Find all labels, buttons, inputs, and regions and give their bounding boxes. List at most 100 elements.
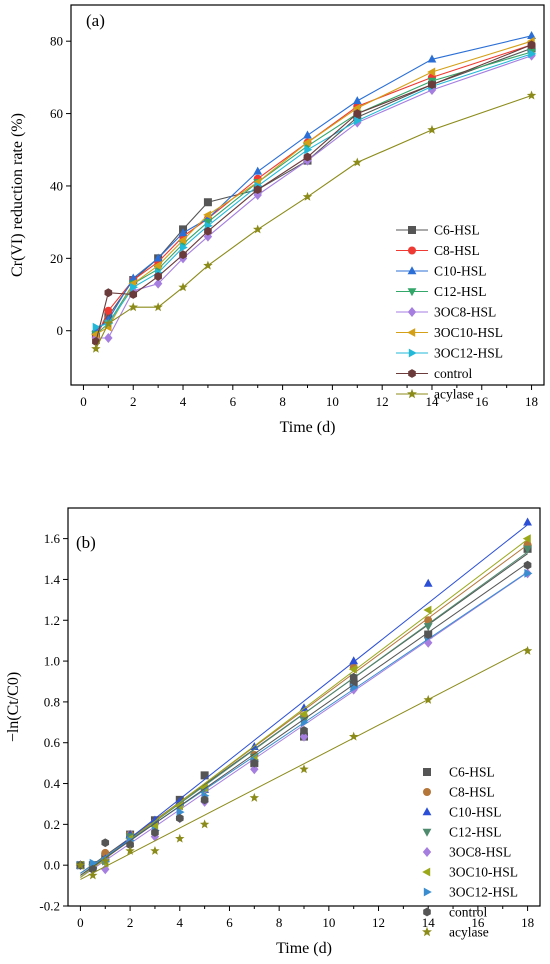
- legend-marker: [408, 348, 417, 358]
- y-tick-label: 1.0: [44, 654, 60, 669]
- x-tick-label: 2: [130, 394, 137, 409]
- data-point: [153, 278, 163, 289]
- data-point: [75, 860, 86, 870]
- data-point: [203, 218, 213, 227]
- data-point: [349, 656, 359, 665]
- y-tick-label: 0.8: [44, 694, 60, 709]
- data-point: [299, 731, 309, 742]
- legend-label: C6-HSL: [449, 765, 495, 780]
- data-point: [154, 272, 162, 281]
- data-point: [250, 758, 259, 768]
- y-tick-label: 80: [50, 34, 63, 49]
- data-point: [304, 145, 313, 155]
- data-point: [427, 54, 437, 63]
- x-tick-label: 18: [525, 394, 538, 409]
- legend-label: control: [449, 905, 487, 920]
- panel-label: (a): [86, 11, 105, 30]
- data-point: [250, 764, 259, 775]
- series-control: [76, 560, 532, 876]
- data-point: [423, 623, 433, 632]
- y-tick-label: 1.4: [44, 572, 61, 587]
- legend-item: C12-HSL: [396, 284, 487, 299]
- data-point: [427, 124, 437, 134]
- legend-marker: [407, 328, 416, 337]
- data-point: [200, 771, 209, 780]
- data-point: [524, 568, 533, 578]
- data-point: [522, 645, 533, 655]
- data-point: [203, 210, 212, 220]
- data-point: [91, 343, 101, 353]
- legend-marker: [422, 926, 432, 937]
- y-tick-label: 0.4: [44, 776, 61, 791]
- legend-item: C12-HSL: [422, 825, 502, 840]
- x-tick-label: 16: [471, 915, 485, 930]
- data-point: [153, 253, 163, 262]
- data-point: [352, 157, 362, 167]
- y-tick-label: 20: [50, 251, 63, 266]
- data-point: [203, 231, 213, 242]
- data-point: [153, 261, 162, 270]
- data-point: [153, 302, 163, 312]
- x-tick-label: 16: [475, 394, 489, 409]
- data-point: [299, 709, 308, 719]
- data-point: [348, 731, 359, 741]
- data-point: [175, 833, 185, 843]
- data-point: [103, 318, 114, 328]
- legend-marker: [408, 226, 416, 234]
- series-acylase: [75, 645, 533, 880]
- data-point: [527, 30, 536, 39]
- x-tick-label: 0: [77, 915, 84, 930]
- data-point: [423, 605, 432, 615]
- x-tick-label: 4: [180, 394, 187, 409]
- data-point: [175, 813, 184, 823]
- legend-item: control: [423, 905, 487, 920]
- x-tick-label: 0: [80, 394, 87, 409]
- legend-item: C6-HSL: [396, 223, 480, 238]
- data-point: [523, 560, 532, 570]
- legend-item: 3OC10-HSL: [422, 865, 518, 880]
- data-point: [89, 858, 98, 868]
- y-axis-title: −ln(Ct/C0): [5, 672, 22, 742]
- data-point: [129, 290, 138, 299]
- legend-label: C12-HSL: [434, 284, 487, 299]
- data-point: [179, 243, 188, 252]
- data-point: [130, 282, 139, 292]
- legend-marker: [423, 887, 432, 897]
- x-tick-label: 10: [322, 915, 335, 930]
- series-acylase: [91, 90, 537, 353]
- series-c10-hsl: [76, 517, 532, 878]
- legend-item: C10-HSL: [396, 264, 487, 279]
- legend-item: 3OC8-HSL: [422, 845, 511, 860]
- legend-label: C6-HSL: [434, 223, 480, 238]
- data-point: [92, 322, 101, 332]
- legend-marker: [422, 867, 431, 877]
- data-point: [204, 226, 212, 236]
- chart-panel-a: 0 2 4 6 8 10 12 14 16 18 0 20 40 60 80 Time (d) Cr(VI) r…: [9, 4, 545, 436]
- chart-panel-b: 0 2 4 6 8 10 12 14 16 18 -0.2 0.0 0.2 0.4 0.6 0.8 1.0 1.2…: [5, 507, 541, 957]
- x-tick-label: 2: [127, 915, 134, 930]
- legend-item: 3OC12-HSL: [423, 885, 518, 900]
- data-point: [104, 332, 113, 343]
- legend-label: C8-HSL: [434, 243, 480, 258]
- x-tick-label: 18: [521, 915, 534, 930]
- legend-marker: [407, 288, 417, 297]
- data-point: [104, 306, 113, 315]
- y-tick-label: 0.6: [44, 735, 61, 750]
- legend-item: acylase: [396, 387, 474, 402]
- legend-marker: [408, 246, 416, 255]
- legend-label: 3OC12-HSL: [449, 885, 518, 900]
- y-tick-label: 40: [50, 178, 63, 193]
- legend-marker: [407, 388, 417, 399]
- data-point: [199, 819, 210, 829]
- data-point: [128, 302, 138, 312]
- data-point: [101, 838, 110, 848]
- data-point: [150, 845, 160, 855]
- data-point: [179, 250, 187, 260]
- data-point: [428, 80, 436, 90]
- legend-item: C8-HSL: [423, 785, 495, 800]
- data-point: [126, 840, 134, 850]
- panel-label: (b): [76, 533, 96, 552]
- data-point: [253, 166, 263, 175]
- data-point: [348, 664, 357, 674]
- y-tick-label: -0.2: [39, 899, 60, 914]
